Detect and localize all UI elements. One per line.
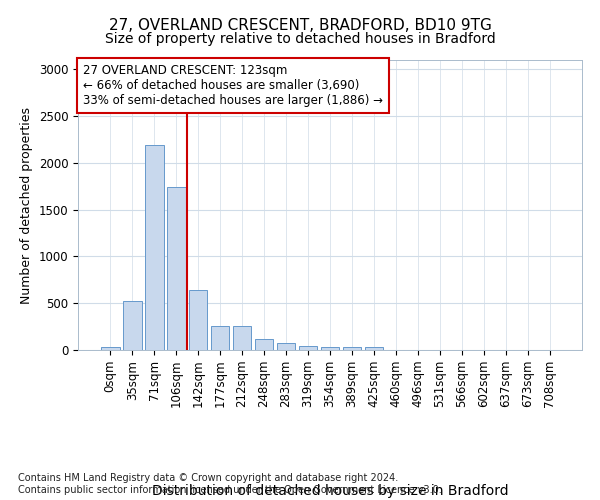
Bar: [343, 347, 361, 350]
Text: 27, OVERLAND CRESCENT, BRADFORD, BD10 9TG: 27, OVERLAND CRESCENT, BRADFORD, BD10 9T…: [109, 18, 491, 32]
Text: Size of property relative to detached houses in Bradford: Size of property relative to detached ho…: [104, 32, 496, 46]
Bar: [211, 326, 229, 350]
Bar: [320, 347, 340, 350]
Bar: [123, 302, 142, 350]
Bar: [167, 187, 185, 350]
Bar: [233, 326, 251, 350]
Text: Contains HM Land Registry data © Crown copyright and database right 2024.
Contai: Contains HM Land Registry data © Crown c…: [18, 474, 442, 495]
Bar: [101, 347, 119, 350]
Bar: [255, 339, 274, 350]
X-axis label: Distribution of detached houses by size in Bradford: Distribution of detached houses by size …: [152, 484, 508, 498]
Bar: [277, 344, 295, 350]
Bar: [145, 145, 164, 350]
Bar: [299, 346, 317, 350]
Text: 27 OVERLAND CRESCENT: 123sqm
← 66% of detached houses are smaller (3,690)
33% of: 27 OVERLAND CRESCENT: 123sqm ← 66% of de…: [83, 64, 383, 108]
Bar: [189, 290, 208, 350]
Bar: [365, 347, 383, 350]
Y-axis label: Number of detached properties: Number of detached properties: [20, 106, 33, 304]
